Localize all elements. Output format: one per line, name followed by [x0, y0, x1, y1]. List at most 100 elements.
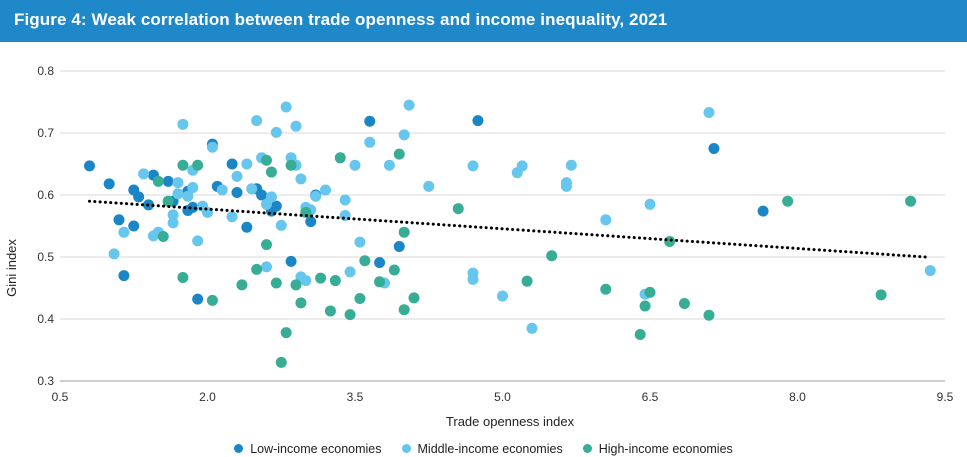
high-income-point	[393, 148, 405, 160]
low-income-point	[393, 240, 405, 252]
middle-income-point	[383, 159, 395, 171]
high-income-point	[359, 255, 371, 267]
middle-income-point	[320, 184, 331, 196]
high-income-point	[275, 356, 287, 368]
middle-income-point	[398, 129, 410, 141]
high-income-point	[285, 159, 297, 171]
middle-income-point	[108, 248, 120, 260]
high-income-point	[408, 292, 420, 304]
high-income-point	[280, 327, 292, 339]
middle-income-point	[280, 101, 292, 113]
high-income-point	[177, 159, 189, 171]
middle-income-point	[192, 235, 204, 247]
high-income-point	[398, 226, 410, 238]
x-tick-label: 9.5	[937, 390, 954, 404]
low-income-point	[305, 216, 317, 228]
legend: Low-income economies Middle-income econo…	[0, 440, 967, 457]
high-income-point	[152, 175, 164, 187]
middle-income-point	[423, 180, 435, 192]
middle-income-point	[251, 115, 263, 127]
x-tick-label: 6.5	[642, 390, 659, 404]
high-income-point	[329, 275, 341, 287]
x-axis-label: Trade openness index	[446, 414, 575, 429]
high-income-point	[192, 159, 204, 171]
y-axis-ticks: 0.3 0.4 0.5 0.6 0.7 0.8	[37, 64, 54, 388]
middle-income-point	[167, 217, 179, 229]
middle-income-point	[467, 273, 479, 285]
high-income-point	[782, 195, 794, 207]
high-income-point	[162, 195, 174, 207]
high-income-point	[354, 293, 366, 305]
high-income-point	[290, 279, 302, 291]
low-income-point	[364, 115, 376, 127]
legend-swatch-middle	[401, 444, 411, 453]
middle-income-point	[349, 159, 361, 171]
x-axis-ticks: 0.5 2.0 3.5 5.0 6.5 8.0 9.5	[52, 390, 954, 404]
high-income-point	[236, 279, 248, 291]
legend-swatch-low	[234, 444, 244, 453]
low-income-point	[133, 191, 145, 203]
high-income-point	[664, 236, 676, 247]
middle-income-point	[226, 211, 238, 223]
low-income-point	[113, 214, 125, 226]
high-income-point	[388, 264, 400, 276]
low-income-point	[162, 175, 174, 187]
middle-income-point	[275, 219, 287, 231]
high-income-point	[315, 272, 327, 284]
middle-income-point	[246, 183, 258, 195]
low-income-point	[285, 255, 297, 267]
high-income-point	[678, 298, 690, 309]
middle-income-point	[216, 184, 228, 196]
low-income-point	[103, 178, 115, 190]
gridlines	[60, 70, 945, 382]
low-income-point	[708, 143, 720, 154]
high-income-point	[703, 309, 715, 321]
legend-label-high: High-income economies	[598, 441, 733, 456]
y-tick-label: 0.6	[37, 188, 54, 202]
high-income-point	[295, 297, 307, 309]
high-income-point	[157, 231, 169, 243]
low-income-point	[192, 293, 204, 305]
high-income-point	[177, 271, 189, 283]
x-tick-label: 5.0	[494, 390, 511, 404]
middle-income-point	[270, 126, 282, 138]
high-income-point	[206, 294, 218, 306]
middle-income-point	[172, 177, 184, 189]
middle-income-point	[516, 160, 528, 172]
high-income-point	[634, 329, 646, 340]
middle-income-point	[364, 136, 376, 148]
y-tick-label: 0.8	[37, 64, 54, 78]
middle-income-point	[526, 322, 538, 334]
low-income-point	[226, 158, 238, 170]
y-axis-label: Gini index	[4, 239, 19, 297]
middle-income-point	[231, 170, 243, 182]
x-tick-label: 8.0	[789, 390, 806, 404]
middle-income-point	[560, 180, 572, 192]
high-income-point	[300, 206, 312, 218]
legend-label-low: Low-income economies	[250, 441, 382, 456]
middle-income-point	[118, 226, 130, 238]
middle-income-point	[403, 99, 415, 111]
legend-item-high: High-income economies	[582, 441, 733, 456]
low-income-point	[118, 270, 130, 282]
high-income-point	[452, 203, 464, 215]
middle-income-point	[138, 168, 150, 180]
middle-income-point	[290, 120, 302, 132]
middle-income-point	[497, 290, 508, 302]
middle-income-point	[241, 158, 253, 170]
middle-income-point	[924, 265, 936, 277]
x-tick-label: 3.5	[347, 390, 364, 404]
high-income-point	[600, 283, 612, 295]
middle-income-point	[300, 275, 312, 287]
low-income-point	[472, 115, 484, 127]
high-income-point	[644, 286, 656, 298]
low-income-point	[84, 160, 95, 172]
middle-income-point	[206, 141, 218, 153]
high-income-point	[344, 309, 356, 321]
chart-title: Figure 4: Weak correlation between trade…	[14, 10, 668, 29]
high-income-point	[261, 154, 272, 166]
middle-income-point	[644, 198, 656, 210]
high-income-point	[261, 239, 272, 251]
y-tick-label: 0.7	[37, 126, 54, 140]
middle-income-point	[261, 261, 272, 273]
